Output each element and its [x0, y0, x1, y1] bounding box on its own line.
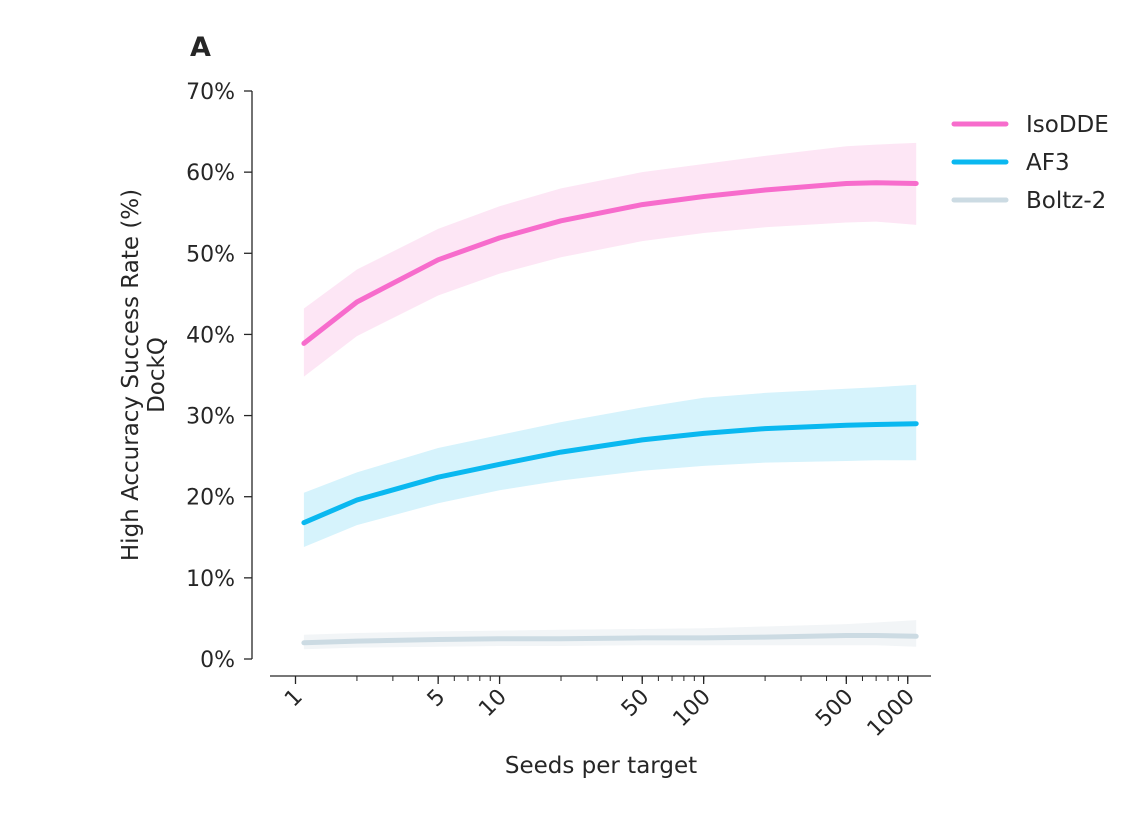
- y-tick-label: 60%: [186, 161, 235, 186]
- x-tick-label: 500: [811, 685, 858, 732]
- series-line-boltz-2: [301, 633, 919, 646]
- y-axis-title: High Accuracy Success Rate (%) DockQ: [118, 189, 170, 561]
- band-boltz-2: [303, 620, 917, 650]
- band-af3: [303, 384, 917, 547]
- series-line-af3: [301, 421, 919, 526]
- x-tick-label: 1: [280, 685, 308, 713]
- x-ticks: 1 5 10 50 100 500 1000: [280, 676, 920, 742]
- y-axis-title-line1: High Accuracy Success Rate (%): [118, 189, 144, 561]
- y-tick-label: 70%: [186, 80, 235, 105]
- legend-label-af3: AF3: [1026, 150, 1070, 176]
- legend-label-isodde: IsoDDE: [1026, 112, 1109, 138]
- y-tick-label: 20%: [186, 486, 235, 511]
- y-ticks: 0% 10% 20% 30% 40% 50% 60% 70%: [186, 80, 252, 673]
- legend: IsoDDE AF3 Boltz-2: [951, 112, 1109, 214]
- axes: [251, 91, 931, 677]
- band-isodde: [303, 142, 917, 377]
- x-axis-title: Seeds per target: [505, 753, 697, 779]
- y-tick-label: 30%: [186, 405, 235, 430]
- x-tick-label: 50: [617, 685, 654, 722]
- confidence-bands: [303, 142, 917, 650]
- y-tick-label: 10%: [186, 567, 235, 592]
- x-tick-label: 100: [669, 685, 716, 732]
- series-lines: [301, 180, 919, 646]
- x-tick-label: 1000: [863, 685, 920, 742]
- y-tick-label: 50%: [186, 242, 235, 267]
- x-tick-label: 5: [423, 685, 451, 713]
- legend-label-boltz-2: Boltz-2: [1026, 188, 1106, 214]
- y-axis-title-line2: DockQ: [144, 337, 170, 413]
- y-tick-label: 40%: [186, 323, 235, 348]
- x-tick-label: 10: [474, 685, 511, 722]
- series-line-isodde: [301, 180, 919, 346]
- panel-label: A: [190, 32, 211, 63]
- y-tick-label: 0%: [200, 648, 235, 673]
